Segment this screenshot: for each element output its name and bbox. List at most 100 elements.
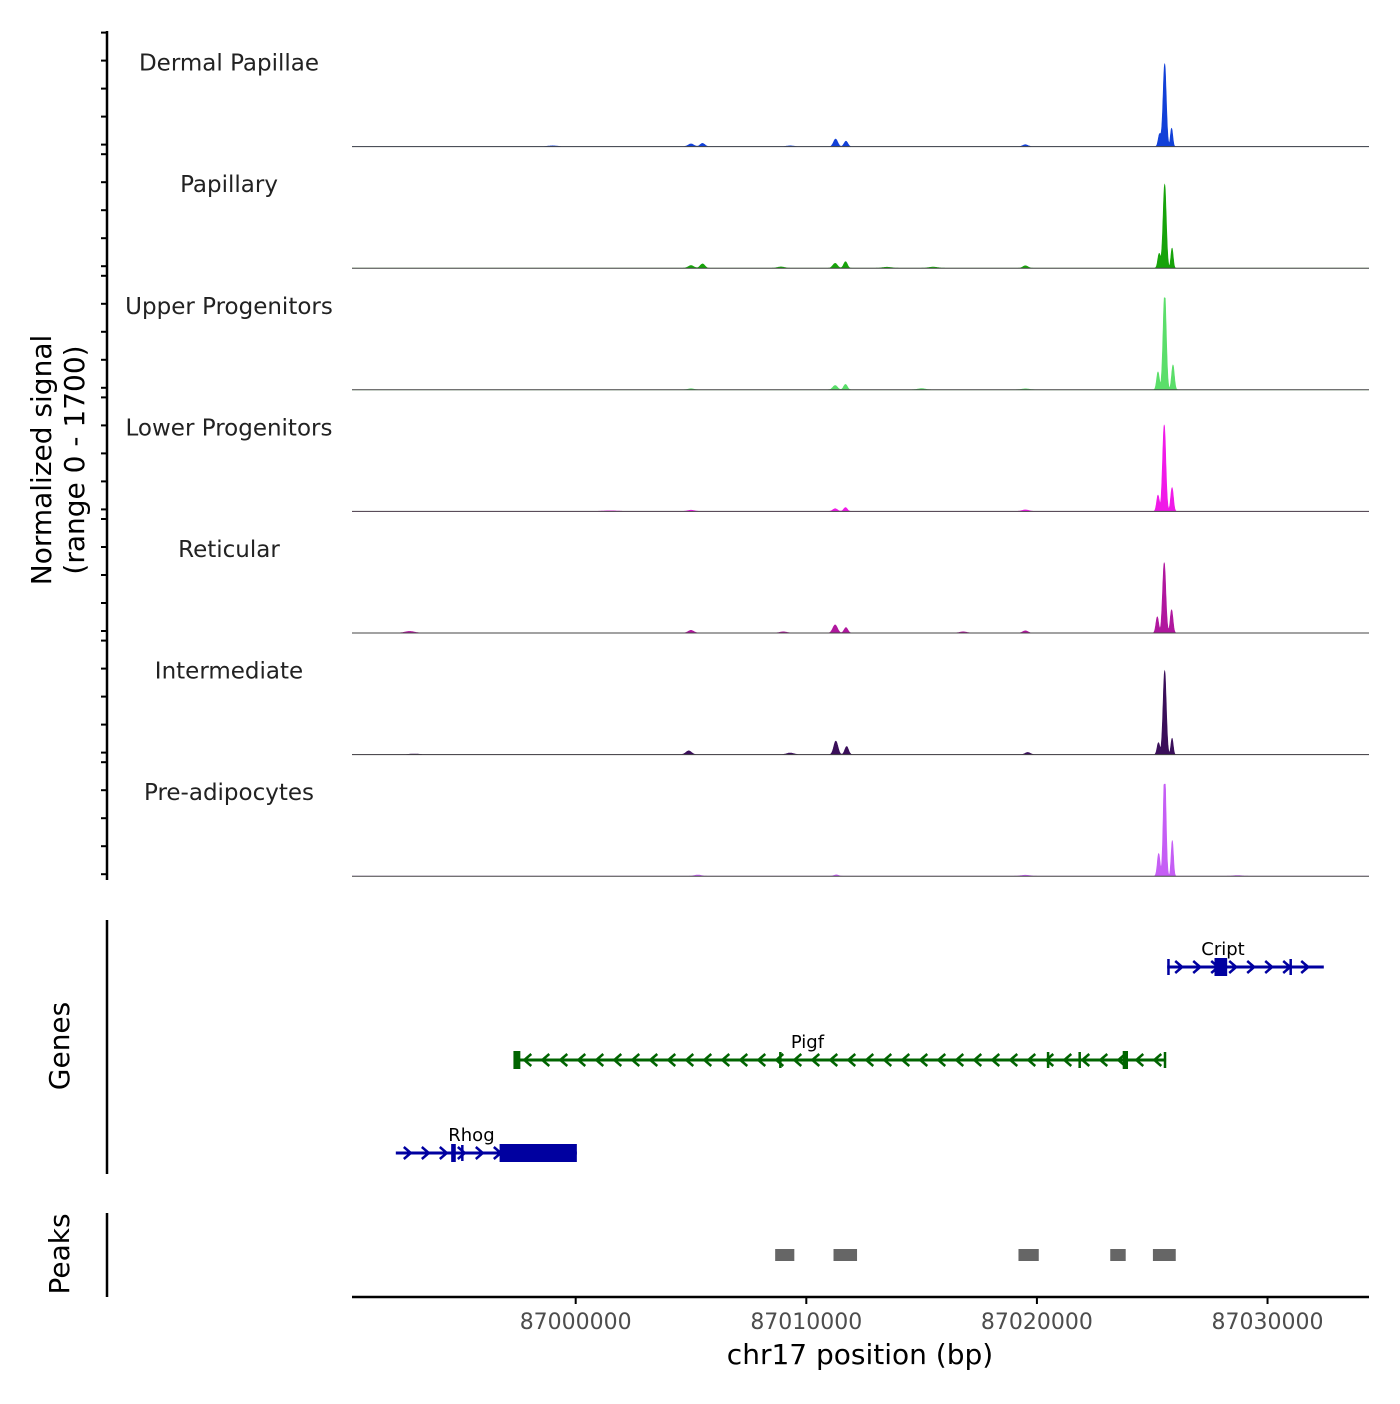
strand-arrow <box>1174 960 1185 974</box>
peak-region <box>1018 1249 1039 1261</box>
coverage-tracks: Dermal Papillae Papillary Upper Progenitor… <box>125 51 1369 877</box>
track-label: Papillary <box>180 172 278 198</box>
strand-arrow <box>882 1053 893 1067</box>
strand-arrow <box>1264 960 1275 974</box>
x-tick-label: 87030000 <box>1212 1310 1324 1335</box>
strand-arrow <box>792 1053 803 1067</box>
strand-arrow <box>846 1053 857 1067</box>
strand-arrow <box>1008 1053 1019 1067</box>
gene-exon-tick <box>779 1052 782 1068</box>
coverage-signal <box>352 562 1369 634</box>
gene-model: Pigf <box>513 1032 1167 1069</box>
coverage-signal <box>352 183 1369 269</box>
coverage-signal <box>352 297 1369 391</box>
coverage-track: Papillary <box>180 172 1369 269</box>
strand-arrow <box>403 1146 413 1160</box>
coverage-track: Upper Progenitors <box>125 294 1369 391</box>
coverage-signal <box>352 424 1369 512</box>
x-tick-label: 87010000 <box>750 1310 862 1335</box>
strand-arrow <box>828 1053 839 1067</box>
strand-arrow <box>1152 1053 1163 1067</box>
strand-arrow <box>439 1146 449 1160</box>
gene-exon <box>1122 1051 1129 1069</box>
track-label: Intermediate <box>155 659 303 685</box>
strand-arrow <box>1026 1053 1037 1067</box>
track-label: Lower Progenitors <box>126 415 333 441</box>
gene-exon-tick <box>461 1145 464 1161</box>
strand-arrow <box>1098 1053 1109 1067</box>
strand-arrow <box>540 1053 551 1067</box>
strand-arrow <box>1228 960 1239 974</box>
strand-arrow <box>1192 960 1203 974</box>
coverage-track: Pre-adipocytes <box>144 780 1369 877</box>
strand-arrow <box>1080 1053 1091 1067</box>
gene-exon-tick <box>1046 1052 1050 1068</box>
gene-track: Cript Pigf Rhog <box>395 939 1324 1162</box>
gene-exon-tick <box>1167 959 1170 975</box>
coverage-signal <box>352 783 1369 877</box>
x-tick-label: 87020000 <box>981 1310 1093 1335</box>
track-label: Pre-adipocytes <box>144 780 314 806</box>
strand-arrow <box>666 1053 677 1067</box>
strand-arrow <box>1300 960 1311 974</box>
gene-model: Rhog <box>395 1125 577 1162</box>
gene-label: Pigf <box>791 1032 825 1053</box>
strand-arrow <box>954 1053 965 1067</box>
genes-ylabel: Genes <box>43 1002 76 1090</box>
track-label: Upper Progenitors <box>125 294 333 320</box>
gene-exon <box>513 1051 521 1069</box>
coverage-track: Reticular <box>178 537 1369 634</box>
peak-track <box>775 1249 1176 1261</box>
coverage-track: Lower Progenitors <box>126 415 1369 512</box>
x-tick-label: 87000000 <box>520 1310 632 1335</box>
strand-arrow <box>756 1053 767 1067</box>
strand-arrow <box>648 1053 659 1067</box>
strand-arrow <box>684 1053 695 1067</box>
track-label: Dermal Papillae <box>139 51 319 77</box>
strand-arrow <box>864 1053 875 1067</box>
strand-arrow <box>1246 960 1257 974</box>
strand-arrow <box>918 1053 929 1067</box>
strand-arrow <box>457 1146 467 1160</box>
strand-arrow <box>630 1053 641 1067</box>
strand-arrow <box>1044 1053 1055 1067</box>
strand-arrow <box>1062 1053 1073 1067</box>
coverage-signal <box>352 62 1369 147</box>
strand-arrow <box>990 1053 1001 1067</box>
track-label: Reticular <box>178 537 280 563</box>
peaks-ylabel: Peaks <box>43 1213 76 1294</box>
gene-exon-tick <box>1078 1052 1081 1068</box>
peak-region <box>1152 1249 1176 1261</box>
y-axes <box>101 31 109 1297</box>
strand-arrow <box>612 1053 623 1067</box>
gene-exon <box>499 1144 577 1162</box>
x-axis-label: chr17 position (bp) <box>727 1338 993 1371</box>
coverage-signal <box>352 669 1369 755</box>
strand-arrow <box>936 1053 947 1067</box>
strand-arrow <box>576 1053 587 1067</box>
coverage-ylabel-line2: (range 0 - 1700) <box>58 345 91 574</box>
strand-arrow <box>594 1053 605 1067</box>
coverage-ylabel-line1: Normalized signal <box>25 335 58 586</box>
gene-exon-tick <box>1289 959 1292 975</box>
peak-region <box>1110 1249 1126 1261</box>
strand-arrow <box>702 1053 713 1067</box>
coverage-track: Intermediate <box>155 659 1369 756</box>
strand-arrow <box>421 1146 431 1160</box>
strand-arrow <box>558 1053 569 1067</box>
peak-region <box>775 1249 795 1261</box>
gene-exon <box>1214 958 1228 976</box>
x-axis: 87000000 87010000 87020000 87030000 <box>352 1295 1369 1335</box>
strand-arrow <box>972 1053 983 1067</box>
gene-exon <box>451 1144 456 1162</box>
coverage-track: Dermal Papillae <box>139 51 1369 148</box>
gene-label: Rhog <box>448 1125 494 1146</box>
strand-arrow <box>522 1053 533 1067</box>
strand-arrow <box>720 1053 731 1067</box>
strand-arrow <box>810 1053 821 1067</box>
gene-label: Cript <box>1201 939 1244 960</box>
strand-arrow <box>900 1053 911 1067</box>
gene-exon-tick <box>1163 1052 1167 1068</box>
